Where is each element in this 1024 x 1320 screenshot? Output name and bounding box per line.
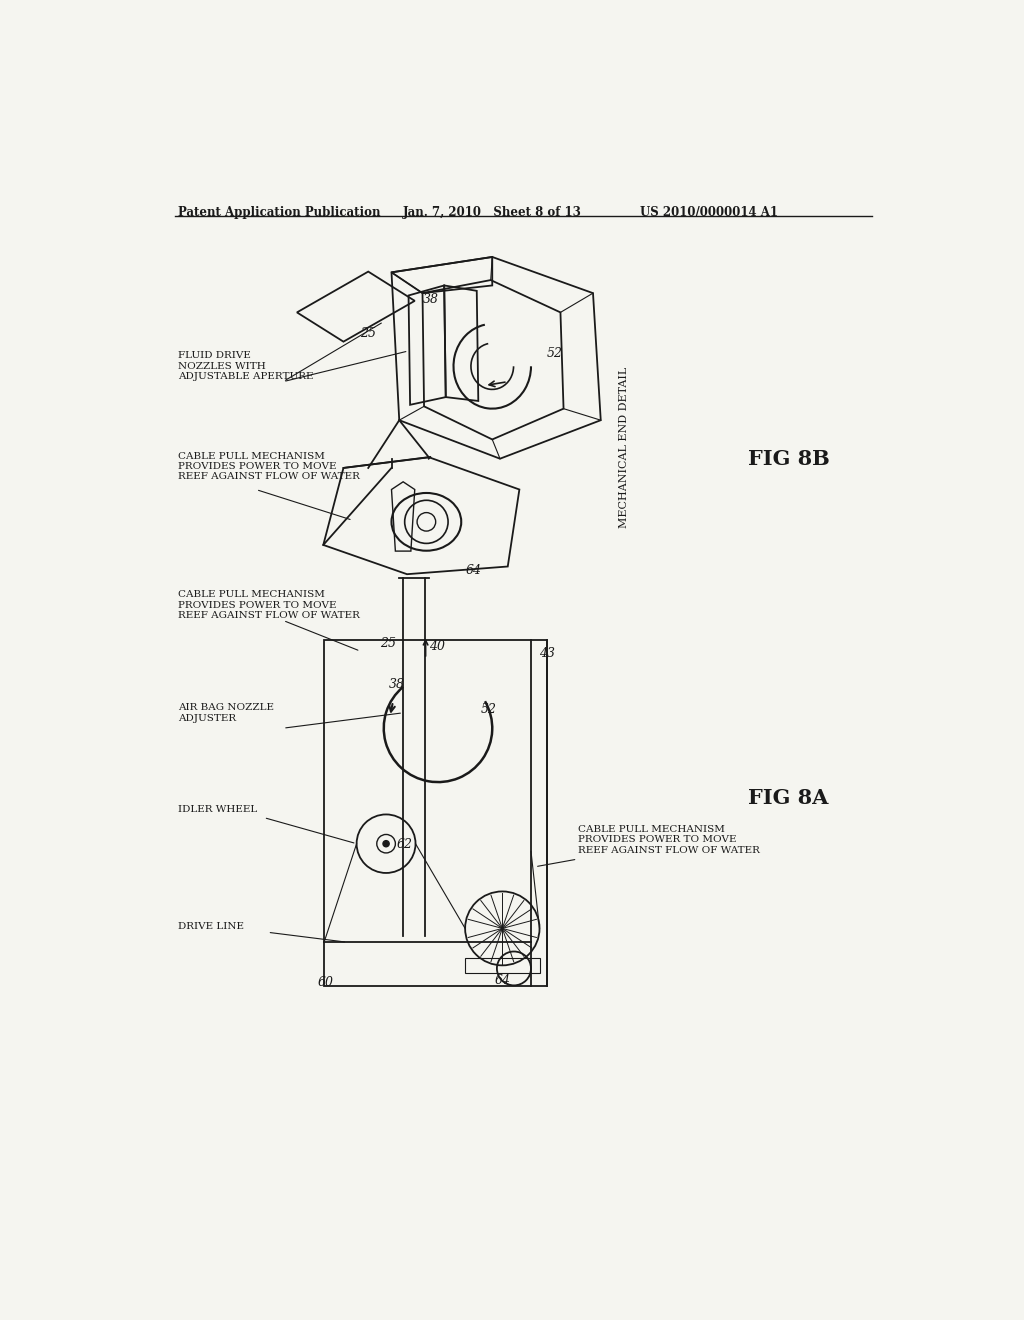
Text: Jan. 7, 2010   Sheet 8 of 13: Jan. 7, 2010 Sheet 8 of 13 — [403, 206, 582, 219]
Text: US 2010/0000014 A1: US 2010/0000014 A1 — [640, 206, 777, 219]
Text: CABLE PULL MECHANISM
PROVIDES POWER TO MOVE
REEF AGAINST FLOW OF WATER: CABLE PULL MECHANISM PROVIDES POWER TO M… — [178, 590, 360, 620]
Text: 64: 64 — [465, 564, 481, 577]
Text: IDLER WHEEL: IDLER WHEEL — [178, 805, 258, 813]
Text: DRIVE LINE: DRIVE LINE — [178, 923, 245, 932]
Text: 38: 38 — [389, 678, 406, 692]
Text: Patent Application Publication: Patent Application Publication — [178, 206, 381, 219]
Text: MECHANICAL END DETAIL: MECHANICAL END DETAIL — [618, 367, 629, 528]
Text: CABLE PULL MECHANISM
PROVIDES POWER TO MOVE
REEF AGAINST FLOW OF WATER: CABLE PULL MECHANISM PROVIDES POWER TO M… — [178, 451, 360, 482]
Text: 38: 38 — [423, 293, 438, 306]
Bar — [465, 958, 540, 973]
Text: 64: 64 — [495, 974, 511, 987]
Text: 60: 60 — [317, 977, 334, 989]
Text: 25: 25 — [380, 638, 396, 651]
Text: AIR BAG NOZZLE
ADJUSTER: AIR BAG NOZZLE ADJUSTER — [178, 704, 274, 722]
Text: CABLE PULL MECHANISM
PROVIDES POWER TO MOVE
REEF AGAINST FLOW OF WATER: CABLE PULL MECHANISM PROVIDES POWER TO M… — [578, 825, 760, 855]
Text: 52: 52 — [480, 702, 497, 715]
Text: 62: 62 — [397, 838, 413, 851]
Text: 40: 40 — [429, 640, 444, 652]
Text: FIG 8B: FIG 8B — [748, 449, 829, 469]
Text: FIG 8A: FIG 8A — [748, 788, 828, 808]
Text: FLUID DRIVE
NOZZLES WITH
ADJUSTABLE APERTURE: FLUID DRIVE NOZZLES WITH ADJUSTABLE APER… — [178, 351, 314, 381]
Text: 43: 43 — [539, 647, 555, 660]
Text: 25: 25 — [360, 327, 377, 341]
Text: 52: 52 — [547, 347, 562, 360]
Circle shape — [383, 841, 389, 847]
Bar — [324, 640, 547, 986]
